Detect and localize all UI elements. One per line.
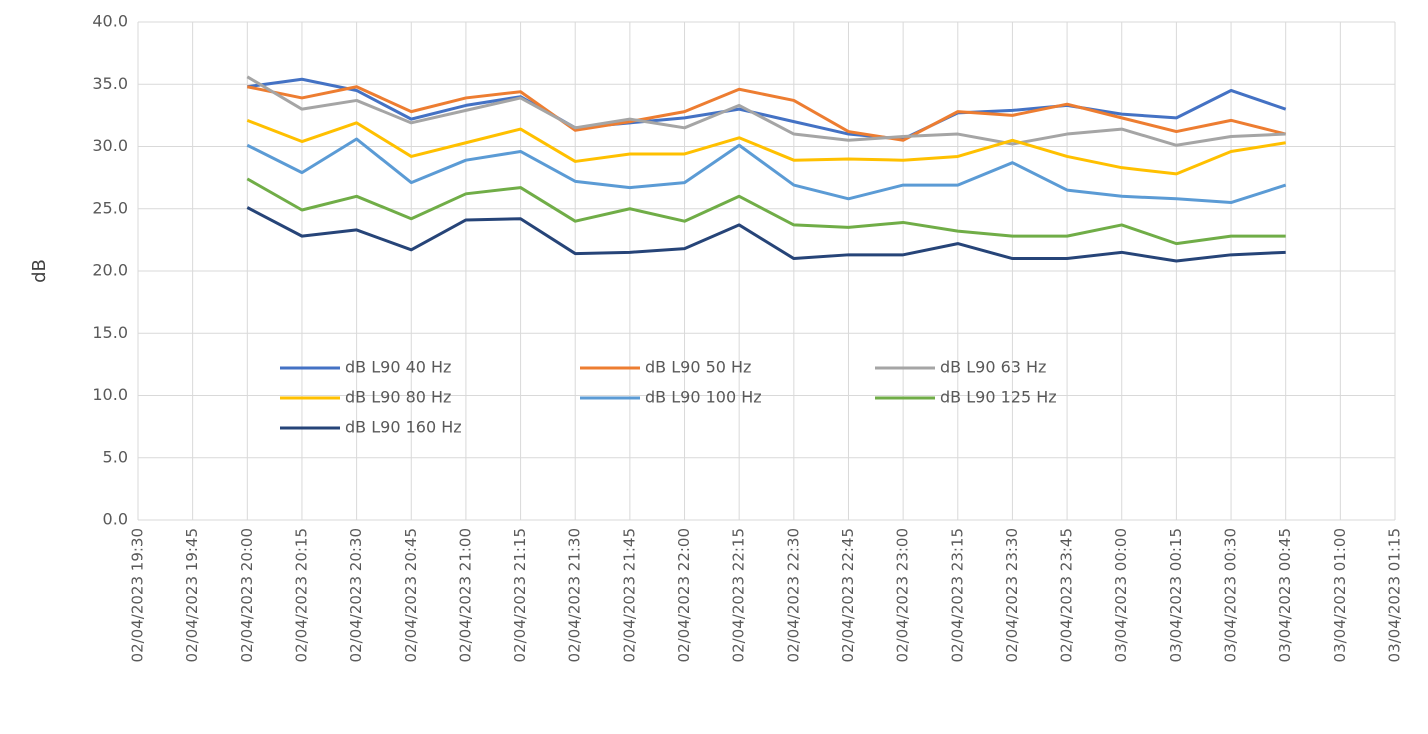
x-tick-label: 03/04/2023 00:45 — [1276, 528, 1294, 662]
x-tick-label: 02/04/2023 22:00 — [675, 528, 693, 662]
y-tick-label: 0.0 — [103, 510, 128, 529]
x-tick-label: 02/04/2023 21:15 — [511, 528, 529, 662]
y-tick-label: 20.0 — [92, 261, 128, 280]
legend-label: dB L90 160 Hz — [345, 418, 462, 437]
x-tick-label: 02/04/2023 21:45 — [620, 528, 638, 662]
y-tick-label: 25.0 — [92, 198, 128, 217]
y-tick-label: 5.0 — [103, 447, 128, 466]
series-line — [246, 137, 1287, 205]
series-line — [246, 177, 1286, 246]
series-line — [246, 75, 1286, 147]
x-tick-label: 02/04/2023 22:30 — [784, 528, 802, 662]
legend-label: dB L90 100 Hz — [645, 388, 762, 407]
x-tick-label: 02/04/2023 20:45 — [402, 528, 420, 662]
x-tick-label: 03/04/2023 00:15 — [1167, 528, 1185, 662]
legend-label: dB L90 125 Hz — [940, 388, 1057, 407]
x-tick-label: 03/04/2023 00:00 — [1112, 528, 1130, 662]
x-tick-label: 02/04/2023 22:15 — [730, 528, 748, 662]
y-tick-label: 10.0 — [92, 385, 128, 404]
y-tick-label: 35.0 — [92, 74, 128, 93]
y-tick-label: 30.0 — [92, 136, 128, 155]
x-tick-label: 02/04/2023 21:00 — [456, 528, 474, 662]
x-tick-label: 02/04/2023 21:30 — [566, 528, 584, 662]
x-tick-label: 02/04/2023 19:30 — [129, 528, 147, 662]
y-axis-title: dB — [29, 259, 50, 283]
x-tick-label: 03/04/2023 00:30 — [1222, 528, 1240, 662]
x-tick-label: 03/04/2023 01:15 — [1386, 528, 1404, 662]
legend-label: dB L90 63 Hz — [940, 358, 1046, 377]
x-tick-label: 02/04/2023 23:15 — [948, 528, 966, 662]
legend-label: dB L90 50 Hz — [645, 358, 751, 377]
x-tick-label: 02/04/2023 23:30 — [1003, 528, 1021, 662]
x-tick-label: 02/04/2023 23:00 — [894, 528, 912, 662]
series-line — [247, 85, 1287, 142]
x-tick-label: 02/04/2023 23:45 — [1058, 528, 1076, 662]
y-tick-label: 15.0 — [92, 323, 128, 342]
legend-label: dB L90 80 Hz — [345, 388, 451, 407]
legend-label: dB L90 40 Hz — [345, 358, 451, 377]
x-tick-label: 02/04/2023 20:30 — [347, 528, 365, 662]
x-tick-label: 02/04/2023 20:00 — [238, 528, 256, 662]
series-line — [246, 206, 1286, 263]
y-tick-label: 40.0 — [92, 12, 128, 31]
x-tick-label: 02/04/2023 20:15 — [292, 528, 310, 662]
x-tick-label: 03/04/2023 01:00 — [1331, 528, 1349, 662]
series-line — [247, 77, 1287, 141]
x-tick-label: 02/04/2023 19:45 — [183, 528, 201, 662]
series-line — [246, 118, 1286, 176]
x-tick-label: 02/04/2023 22:45 — [839, 528, 857, 662]
